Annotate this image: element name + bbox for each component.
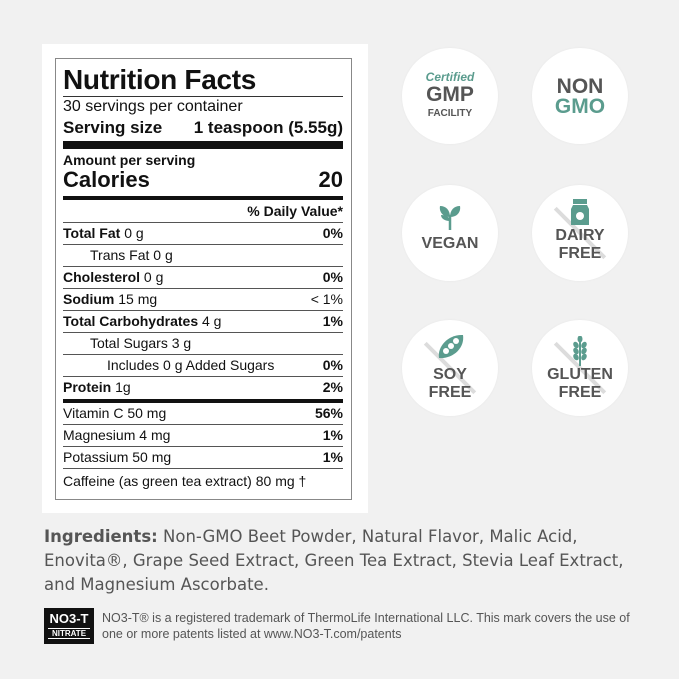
calories-row: Calories 20: [63, 168, 343, 192]
soybean-pod-icon: [438, 334, 464, 359]
soy-free-badge: SOY FREE: [402, 320, 498, 416]
vitamin-row: Vitamin C 50 mg 56%: [63, 405, 343, 421]
caffeine-row: Caffeine (as green tea extract) 80 mg †: [63, 468, 343, 494]
nutrient-row: Total Carbohydrates 4 g 1%: [63, 310, 343, 332]
daily-value-header: % Daily Value*: [247, 203, 343, 219]
servings-per-container: 30 servings per container: [63, 98, 243, 115]
ingredients-list: Non-GMO Beet Powder, Natural Flavor, Mal…: [44, 527, 624, 594]
nutrient-row: Total Fat 0 g 0%: [63, 222, 343, 244]
ingredients-label: Ingredients:: [44, 527, 158, 546]
serving-size-value: 1 teaspoon (5.55g): [193, 118, 343, 137]
wheat-icon: [573, 336, 587, 366]
calories-label: Calories: [63, 167, 150, 192]
serving-size: Serving size 1 teaspoon (5.55g): [63, 117, 343, 139]
serving-size-label: Serving size: [63, 118, 163, 137]
nutrient-row: Sodium 15 mg < 1%: [63, 288, 343, 310]
ingredients-text: Ingredients: Non-GMO Beet Powder, Natura…: [44, 525, 644, 597]
nutrient-row: Includes 0 g Added Sugars 0%: [63, 354, 343, 376]
calories-value: 20: [318, 167, 343, 192]
nutrient-row: Trans Fat 0 g: [63, 244, 343, 266]
nutrition-facts-label: Nutrition Facts 30 servings per containe…: [55, 58, 352, 500]
no3t-logo: NO3-T NITRATE: [44, 608, 94, 644]
trademark-notice: NO3-T® is a registered trademark of Ther…: [102, 611, 630, 641]
vitamin-row: Potassium 50 mg 1%: [63, 446, 343, 468]
gluten-free-badge: GLUTEN FREE: [532, 320, 628, 416]
gmp-badge: Certified GMP FACILITY: [402, 48, 498, 144]
nutrient-row: Total Sugars 3 g: [63, 332, 343, 354]
nutrient-row: Cholesterol 0 g 0%: [63, 266, 343, 288]
amount-per-serving: Amount per serving: [63, 152, 196, 168]
milk-carton-icon: [571, 199, 589, 225]
vitamin-row: Magnesium 4 mg 1%: [63, 424, 343, 446]
dairy-free-badge: DAIRY FREE: [532, 185, 628, 281]
vegan-badge: VEGAN: [402, 185, 498, 281]
nutrient-row: Protein 1g 2%: [63, 376, 343, 398]
non-gmo-badge: NON GMO: [532, 48, 628, 144]
nutrition-title: Nutrition Facts: [63, 64, 257, 95]
leaf-icon: [439, 206, 461, 230]
